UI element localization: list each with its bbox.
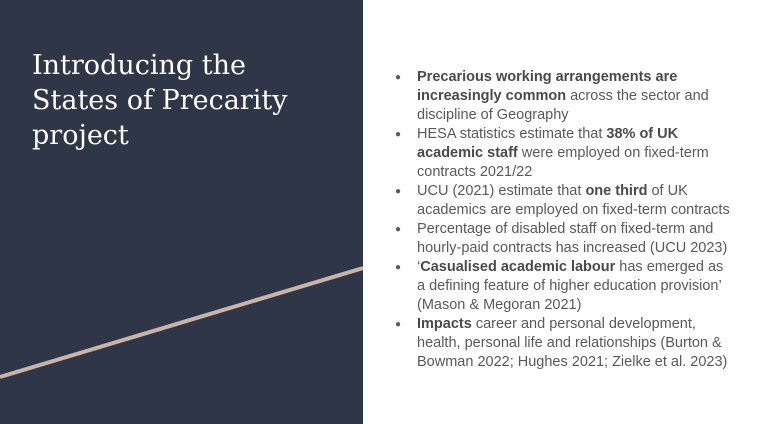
bullet-item: ‘Casualised academic labour has emerged … [395,258,735,315]
text: were employed on fixed-term contracts 20… [417,145,709,180]
bullet-item: UCU (2021) estimate that one third of UK… [395,182,735,220]
bullet-item: Precarious working arrangements are incr… [395,68,735,125]
bold-text: Casualised academic labour [420,259,616,275]
bold-text: 38% of UK academic staff [417,126,679,161]
text: ‘ [417,259,421,275]
text: HESA statistics estimate that [417,126,607,142]
title-panel: Introducing the States of Precarity proj… [0,0,363,424]
bold-text: Precarious working arrangements are incr… [417,69,678,104]
text: of UK academics are employed on fixed-te… [417,183,730,218]
text: career and personal development, health,… [417,316,728,370]
bullet-list: Precarious working arrangements are incr… [395,68,735,372]
decoration [0,266,363,379]
slide-title: Introducing the States of Precarity proj… [32,50,288,151]
text: has emerged as a defining feature of hig… [417,259,724,313]
bullet-item: Impacts career and personal development,… [395,315,735,372]
bullet-item: HESA statistics estimate that 38% of UK … [395,125,735,182]
diagonal-line [0,266,363,379]
bold-text: one third [585,183,648,199]
text: Percentage of disabled staff on fixed-te… [417,221,728,256]
text: UCU (2021) estimate that [417,183,586,199]
text: across the sector and discipline of Geog… [417,88,709,123]
bold-text: Impacts [417,316,472,332]
bullet-item: Percentage of disabled staff on fixed-te… [395,220,735,258]
